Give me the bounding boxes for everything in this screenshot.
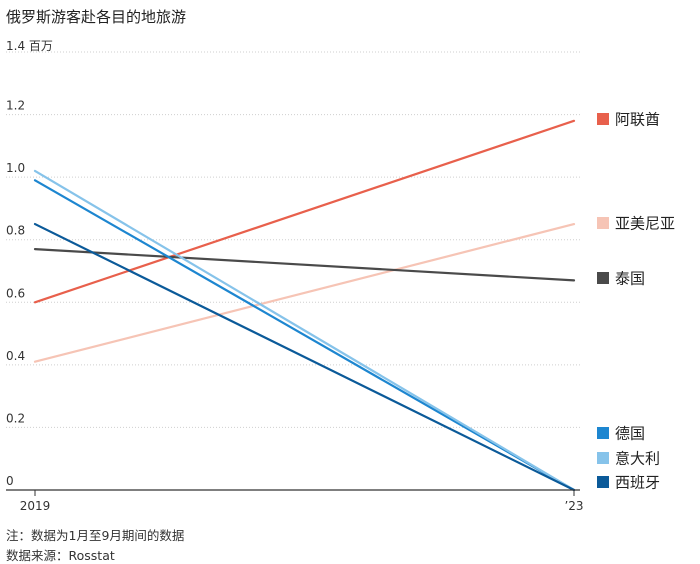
footnote: 注：数据为1月至9月期间的数据 — [6, 528, 184, 543]
series-line — [33, 248, 576, 282]
legend-label: 意大利 — [615, 450, 660, 468]
x-tick-label: 2019 — [20, 499, 51, 513]
legend-swatch — [597, 476, 609, 488]
legend-swatch — [597, 272, 609, 284]
y-tick-label: 0.4 — [6, 349, 25, 363]
y-axis-ticks: 0 0.2 0.4 0.6 0.8 1.0 1.2 — [6, 99, 25, 488]
source-note: 数据来源：Rosstat — [6, 548, 115, 563]
legend-label: 西班牙 — [615, 474, 660, 492]
series-line — [33, 169, 576, 492]
legend-swatch — [597, 113, 609, 125]
y-tick-label: 0 — [6, 474, 14, 488]
legend-swatch — [597, 452, 609, 464]
y-tick-label: 1.0 — [6, 161, 25, 175]
legend-swatch — [597, 217, 609, 229]
series-line — [33, 222, 576, 363]
chart-title: 俄罗斯游客赴各目的地旅游 — [6, 8, 186, 26]
legend-label: 德国 — [615, 425, 645, 443]
y-tick-label: 0.8 — [6, 224, 25, 238]
gridlines — [6, 51, 580, 428]
series-line — [33, 222, 576, 492]
x-axis: 2019 ’23 — [6, 489, 584, 513]
legend-label: 泰国 — [615, 270, 645, 288]
series-lines — [33, 119, 576, 492]
x-tick-label: ’23 — [564, 499, 583, 513]
legend-label: 亚美尼亚 — [615, 215, 675, 233]
series-line — [33, 119, 576, 304]
legend-swatch — [597, 427, 609, 439]
y-tick-label: 0.6 — [6, 286, 25, 300]
y-tick-label: 1.2 — [6, 99, 25, 113]
y-axis-unit-label: 1.4 百万 — [6, 39, 53, 53]
legend-label: 阿联酋 — [615, 111, 660, 129]
series-line — [33, 179, 576, 492]
y-tick-label: 0.2 — [6, 411, 25, 425]
